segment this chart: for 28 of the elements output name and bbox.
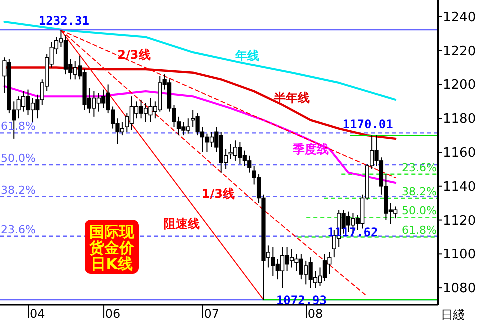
y-tick-label: 1220 [443,44,476,60]
x-tick-label: 08 [308,307,324,320]
series-label: 季度线 [292,142,329,157]
series-label: 阻速线 [164,217,200,232]
y-tick-label: 1200 [443,78,476,94]
annotation: 1170.01 [342,118,394,132]
x-tick-label: 04 [30,307,46,320]
annotation: 38.2% [402,185,437,198]
y-tick-label: 1100 [443,248,476,263]
note-box: 国际现货金价日K线 [85,220,139,274]
x-tick-label: 06 [105,307,121,320]
annotation: 23.6% [1,223,36,236]
series-label: 2/3线 [118,48,151,62]
annotation: 1232.31 [38,14,90,28]
y-tick-label: 1080 [443,282,476,297]
y-tick-label: 1180 [443,112,476,128]
annotation: 38.2% [1,184,36,197]
y-tick-label: 1120 [443,214,476,229]
y-tick-label: 1160 [443,146,476,161]
annotation: 61.8% [402,224,437,238]
y-tick-label: 1240 [443,10,476,26]
y-tick-label: 1140 [443,180,476,195]
series-label: 半年线 [273,91,310,106]
x-tick-label: 07 [204,307,220,320]
annotation: 50.0% [402,204,437,218]
series-label: 年线 [234,49,260,64]
annotation: 50.0% [1,152,36,166]
annotation: 23.6% [402,161,437,174]
